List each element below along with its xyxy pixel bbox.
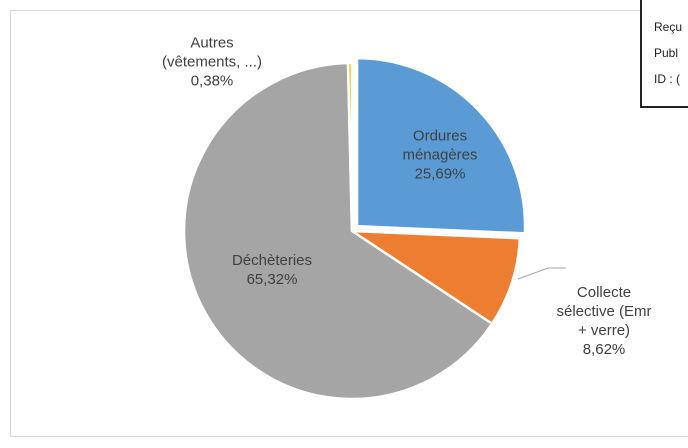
stamp-line: Publ <box>654 46 679 60</box>
data-label: Autres (vêtements, ...) 0,38% <box>152 34 272 91</box>
pie-slice <box>355 56 527 235</box>
value-label: 25,69% <box>414 165 466 183</box>
data-label: Déchèteries 65,32% <box>212 251 332 289</box>
value-label: 65,32% <box>246 271 298 288</box>
pie-slice <box>182 61 494 401</box>
category-label: Ordures ménagères <box>402 127 478 164</box>
data-label: Collecte sélective (Emr + verre) 8,62% <box>554 283 654 359</box>
stamp-line: ID : ( <box>654 72 680 86</box>
category-label: Collecte sélective (Emr + verre) <box>556 284 652 339</box>
data-label: Ordures ménagères 25,69% <box>385 127 495 184</box>
category-label: Déchèteries <box>231 252 313 269</box>
leader-line <box>517 267 566 280</box>
pie-slice <box>346 61 354 232</box>
pie-slice <box>347 229 522 326</box>
category-label: Autres (vêtements, ...) <box>161 34 263 71</box>
stamp-line: Reçu <box>654 20 683 34</box>
stamp: Reçu Publ ID : ( <box>640 0 688 108</box>
value-label: 8,62% <box>582 341 626 358</box>
value-label: 0,38% <box>190 72 234 90</box>
